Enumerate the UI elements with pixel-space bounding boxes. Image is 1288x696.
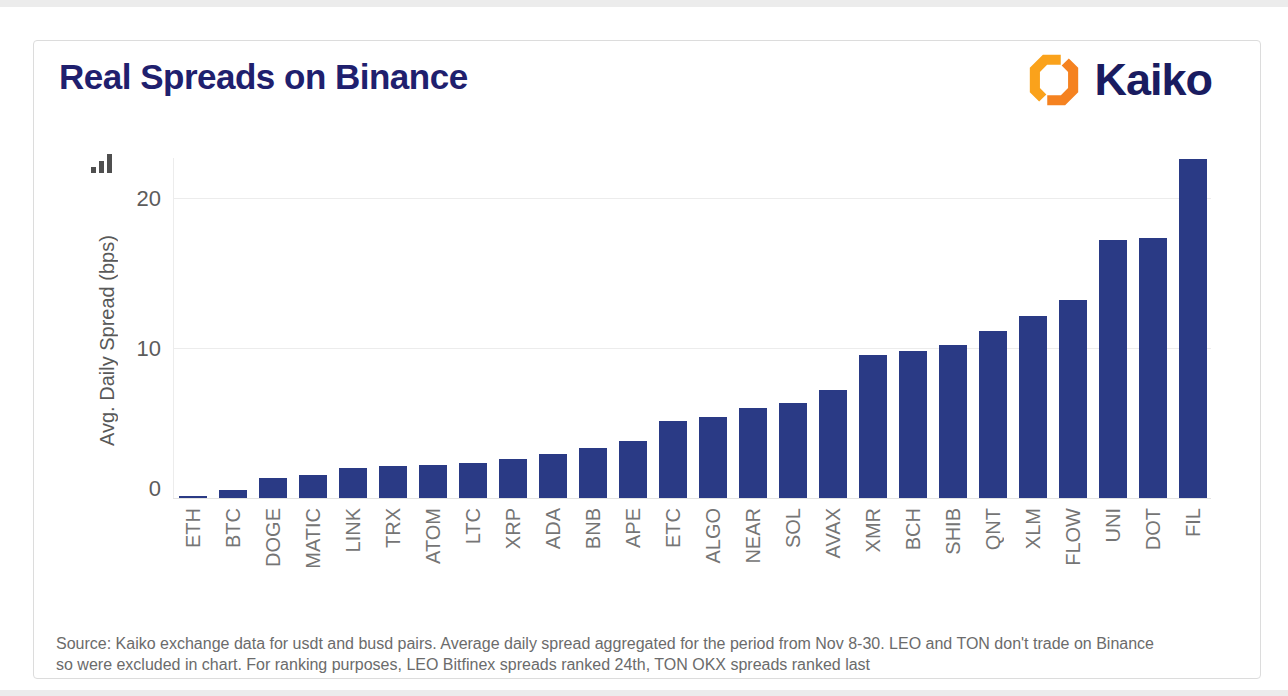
- x-tick-bch: BCH: [902, 508, 924, 550]
- x-tick-avax: AVAX: [822, 508, 844, 558]
- x-tick-ada: ADA: [542, 508, 564, 549]
- page: Real Spreads on Binance Kaiko Avg. Daily…: [0, 0, 1288, 696]
- x-tick-flow: FLOW: [1062, 508, 1084, 566]
- chart-card: Real Spreads on Binance Kaiko Avg. Daily…: [33, 40, 1261, 679]
- x-tick-eth: ETH: [182, 508, 204, 548]
- bar-avax: [819, 390, 847, 498]
- x-tick-xmr: XMR: [862, 508, 884, 552]
- source-note-line1: Source: Kaiko exchange data for usdt and…: [56, 633, 1256, 654]
- x-tick-uni: UNI: [1102, 508, 1124, 542]
- bar-algo: [699, 417, 727, 498]
- bar-xmr: [859, 355, 887, 498]
- bar-flow: [1059, 300, 1087, 498]
- bar-ltc: [459, 463, 487, 498]
- x-tick-ape: APE: [622, 508, 644, 548]
- bar-eth: [179, 496, 207, 498]
- x-tick-ltc: LTC: [462, 508, 484, 544]
- x-tick-btc: BTC: [222, 508, 244, 548]
- y-tick-0: 0: [117, 476, 161, 502]
- y-axis-line: [173, 158, 174, 499]
- bar-link: [339, 468, 367, 498]
- kaiko-hexagon-chevrons-icon: [1027, 53, 1081, 107]
- kaiko-logo-text: Kaiko: [1094, 54, 1212, 106]
- x-tick-atom: ATOM: [422, 508, 444, 564]
- x-tick-qnt: QNT: [982, 508, 1004, 550]
- x-tick-dot: DOT: [1142, 508, 1164, 550]
- bar-etc: [659, 421, 687, 498]
- top-edge-strip: [0, 0, 1288, 7]
- source-note-line2: so were excluded in chart. For ranking p…: [56, 654, 1256, 675]
- x-axis-line: [173, 498, 1211, 499]
- bar-bch: [899, 351, 927, 498]
- chart-title: Real Spreads on Binance: [59, 57, 468, 97]
- x-tick-matic: MATIC: [302, 508, 324, 569]
- kaiko-logo: Kaiko: [1027, 53, 1212, 107]
- plot-area: 01020ETHBTCDOGEMATICLINKTRXATOMLTCXRPADA…: [173, 154, 1211, 499]
- bar-doge: [259, 478, 287, 498]
- y-tick-20: 20: [117, 186, 161, 212]
- gridline-10: [173, 348, 1211, 349]
- bar-xrp: [499, 459, 527, 498]
- x-tick-doge: DOGE: [262, 508, 284, 567]
- x-tick-bnb: BNB: [582, 508, 604, 549]
- bar-atom: [419, 465, 447, 498]
- gridline-20: [173, 198, 1211, 199]
- bar-xlm: [1019, 316, 1047, 498]
- x-tick-link: LINK: [342, 508, 364, 552]
- bar-trx: [379, 466, 407, 498]
- bar-matic: [299, 475, 327, 498]
- bar-sol: [779, 403, 807, 498]
- bar-ada: [539, 454, 567, 498]
- x-tick-algo: ALGO: [702, 508, 724, 564]
- bar-btc: [219, 490, 247, 498]
- bar-qnt: [979, 331, 1007, 498]
- x-tick-shib: SHIB: [942, 508, 964, 555]
- x-tick-xlm: XLM: [1022, 508, 1044, 549]
- bar-chart-icon: [91, 153, 113, 173]
- x-tick-near: NEAR: [742, 508, 764, 564]
- x-tick-trx: TRX: [382, 508, 404, 548]
- y-tick-10: 10: [117, 336, 161, 362]
- bar-shib: [939, 345, 967, 498]
- source-note: Source: Kaiko exchange data for usdt and…: [56, 633, 1256, 675]
- bar-near: [739, 408, 767, 498]
- x-tick-etc: ETC: [662, 508, 684, 548]
- x-tick-sol: SOL: [782, 508, 804, 548]
- bar-bnb: [579, 448, 607, 498]
- bar-fil: [1179, 159, 1207, 498]
- bar-ape: [619, 441, 647, 498]
- bar-dot: [1139, 238, 1167, 498]
- bottom-edge-strip: [0, 690, 1288, 696]
- x-tick-xrp: XRP: [502, 508, 524, 549]
- x-tick-fil: FIL: [1182, 508, 1204, 537]
- bar-uni: [1099, 240, 1127, 498]
